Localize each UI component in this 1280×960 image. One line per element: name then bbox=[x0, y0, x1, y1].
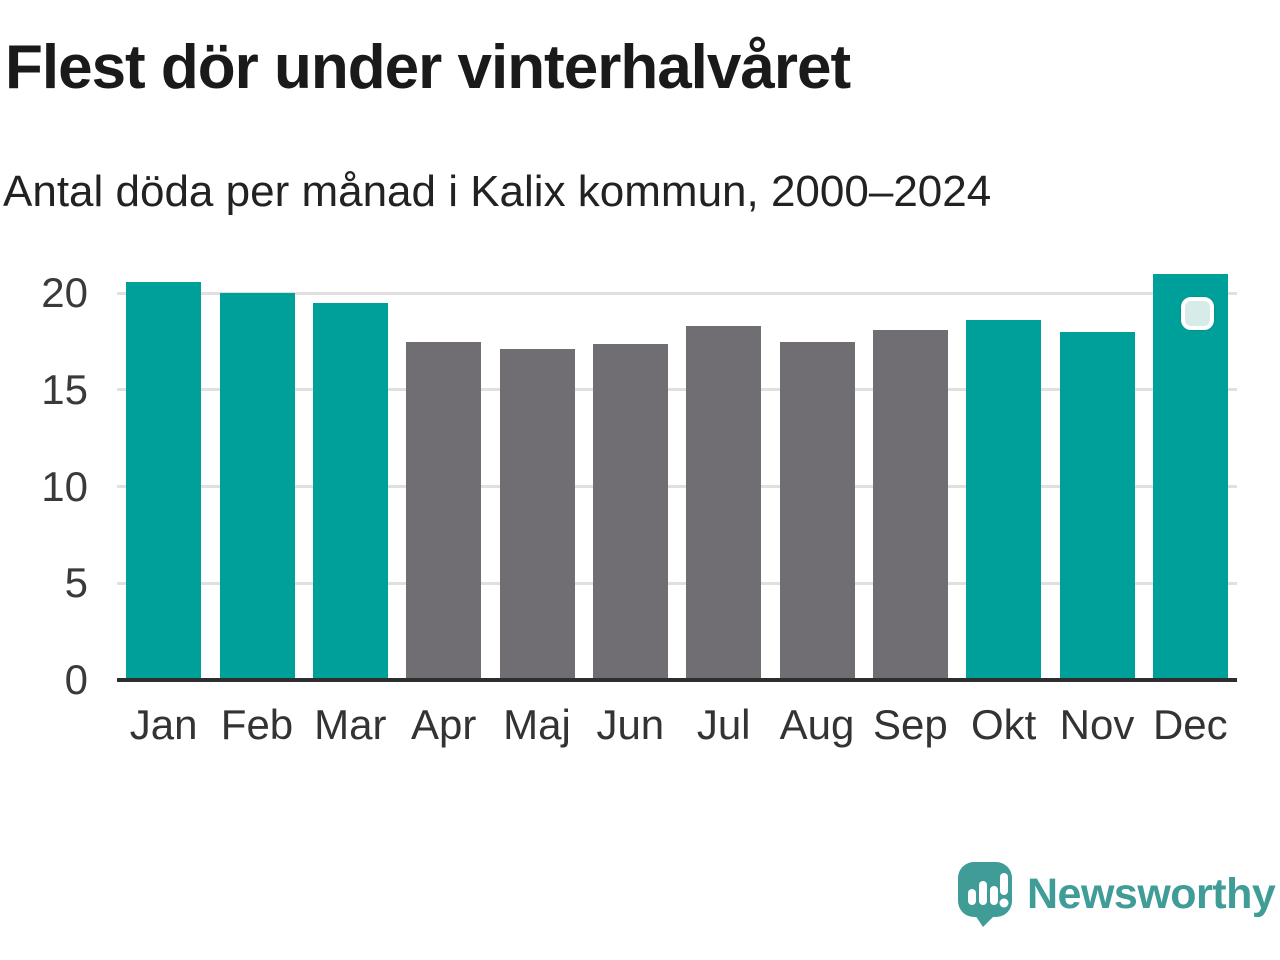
x-tick-label-okt: Okt bbox=[970, 701, 1037, 748]
x-tick-label-nov: Nov bbox=[1059, 701, 1135, 748]
x-tick-label-mar: Mar bbox=[314, 701, 387, 748]
bar-jan bbox=[126, 281, 202, 680]
highlight-badge bbox=[1180, 296, 1214, 330]
x-tick-label-maj: Maj bbox=[503, 701, 571, 748]
bar-maj bbox=[499, 349, 575, 680]
y-axis: 0 5 10 15 20 bbox=[0, 269, 88, 703]
bar-mar bbox=[312, 302, 388, 680]
x-tick-label-apr: Apr bbox=[410, 701, 477, 748]
chart-subtitle: Antal döda per månad i Kalix kommun, 200… bbox=[3, 167, 992, 216]
x-tick-label-aug: Aug bbox=[779, 701, 855, 748]
bar-apr bbox=[406, 341, 482, 680]
bar-sep bbox=[872, 329, 948, 680]
bar-jun bbox=[592, 343, 668, 680]
brand-footer: Newsworthy bbox=[958, 860, 1276, 928]
gridline-5 bbox=[117, 581, 1237, 585]
bar-nov bbox=[1059, 331, 1135, 680]
chart-title: Flest dör under vinterhalvåret bbox=[5, 33, 851, 102]
gridline-20 bbox=[117, 291, 1237, 295]
x-tick-label-feb: Feb bbox=[220, 701, 294, 748]
bar-dec bbox=[1152, 273, 1228, 680]
y-tick-label: 15 bbox=[41, 365, 88, 413]
y-tick-label: 10 bbox=[41, 462, 88, 510]
bar-aug bbox=[779, 341, 855, 680]
x-tick-label-jan: Jan bbox=[129, 701, 198, 748]
bar-okt bbox=[966, 320, 1042, 680]
gridline-10 bbox=[117, 485, 1237, 489]
gridline-15 bbox=[117, 388, 1237, 392]
y-tick-label: 5 bbox=[64, 559, 88, 607]
plot-area bbox=[117, 270, 1237, 680]
y-tick-label: 0 bbox=[64, 656, 88, 703]
newsworthy-logo-icon bbox=[958, 862, 1012, 927]
x-tick-label-sep: Sep bbox=[872, 701, 948, 748]
bar-feb bbox=[219, 293, 295, 680]
x-axis-line bbox=[117, 678, 1237, 682]
y-tick-label: 20 bbox=[41, 269, 88, 317]
x-tick-label-jun: Jun bbox=[596, 701, 665, 748]
brand-name: Newsworthy bbox=[1027, 869, 1276, 918]
bar-jul bbox=[686, 326, 762, 680]
x-tick-label-jul: Jul bbox=[696, 701, 751, 748]
x-axis: Jan Feb Mar Apr Maj Jun Jul Aug Sep Okt Nov Dec bbox=[117, 700, 1237, 750]
x-tick-label-dec: Dec bbox=[1152, 701, 1228, 748]
